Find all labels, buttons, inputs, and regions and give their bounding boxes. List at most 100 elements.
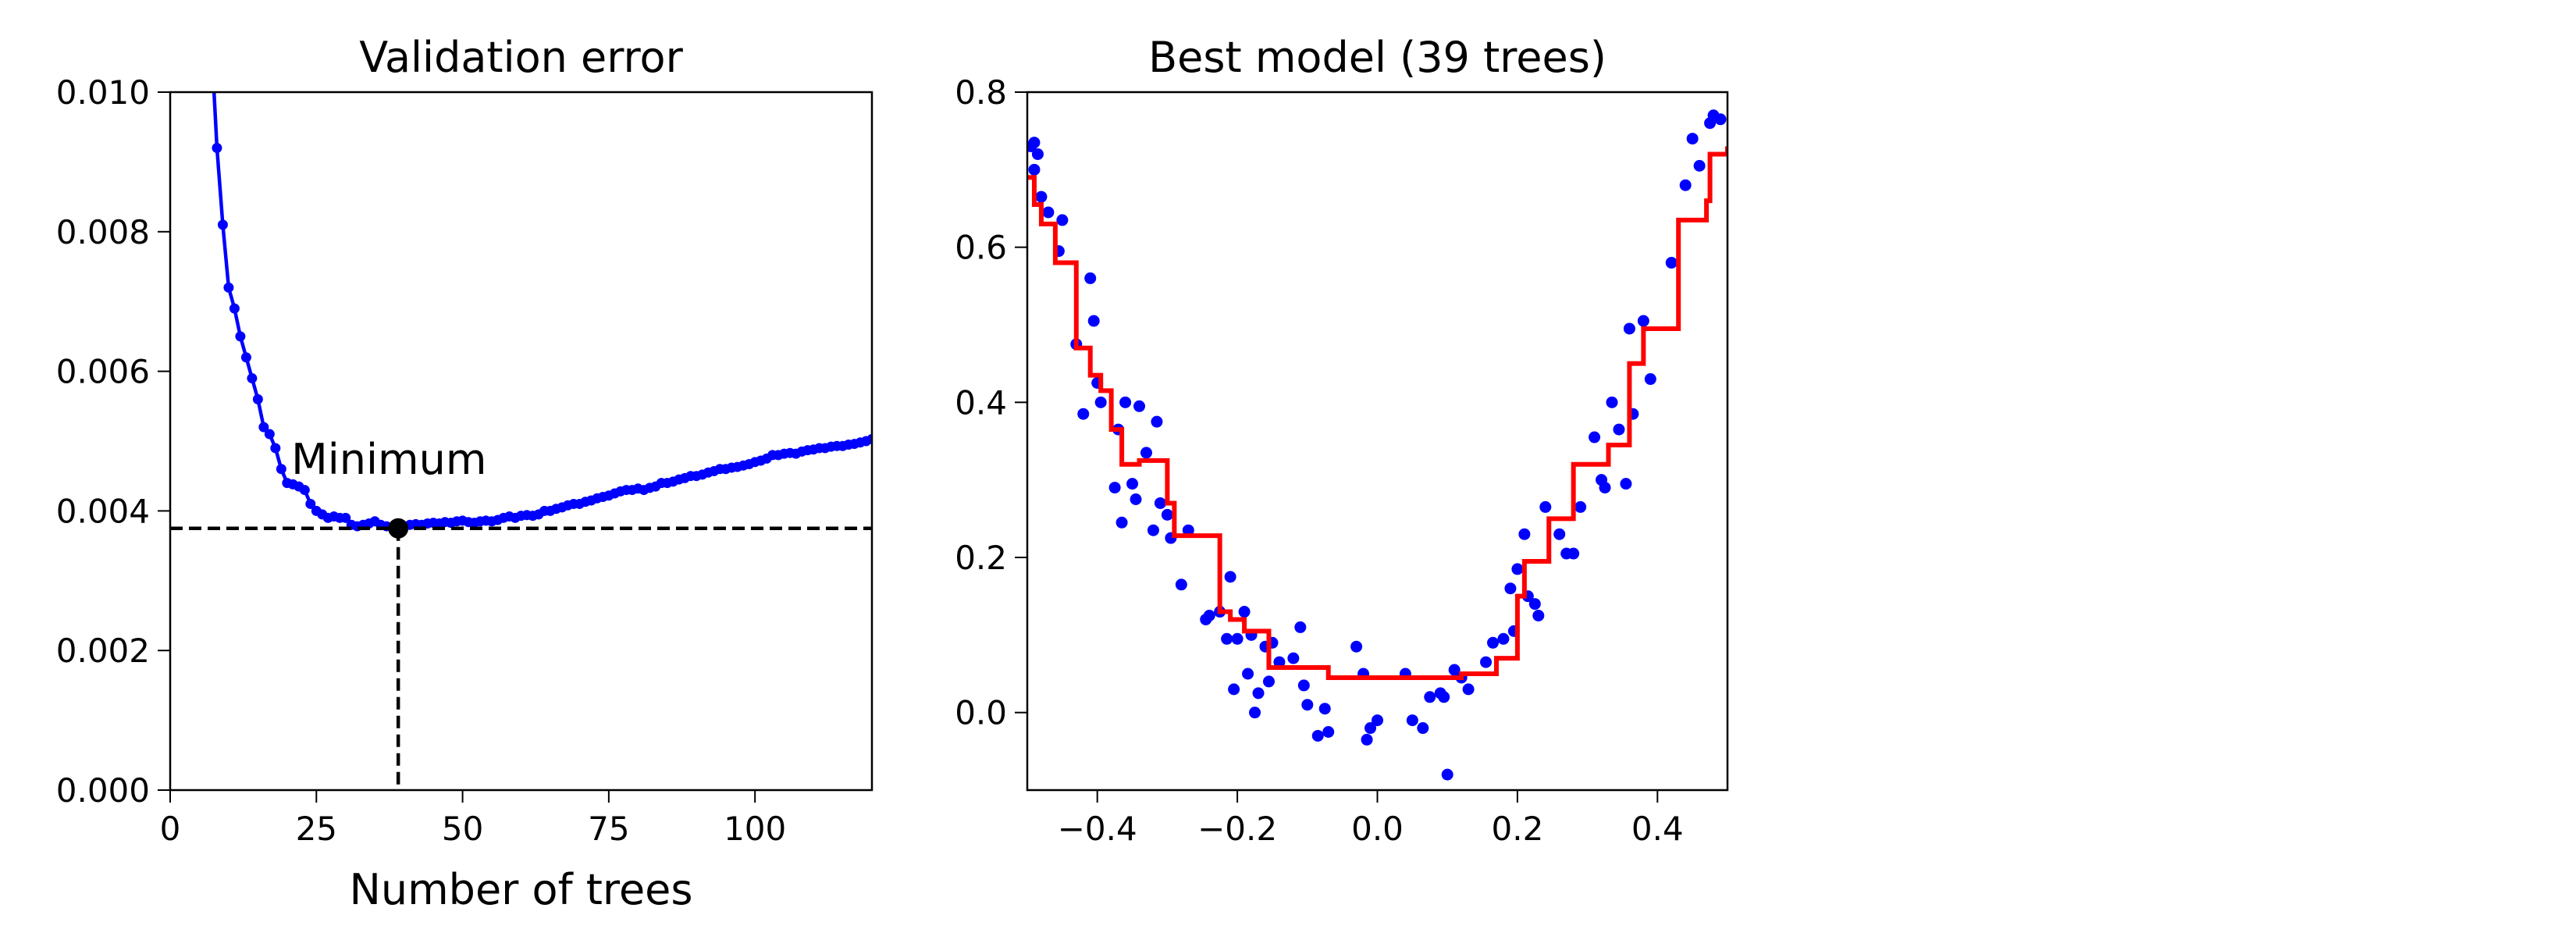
data-point [1133,400,1146,412]
data-point [1574,500,1587,513]
axes-frame [1026,91,1729,792]
data-point [1287,652,1300,664]
data-point [1606,396,1618,408]
x-tick-label: 75 [588,810,629,848]
data-point [1203,610,1215,621]
x-tick-label: 0.0 [1351,810,1404,848]
data-point [1221,632,1233,645]
y-tick-label: 0.002 [56,632,150,670]
data-point [1311,729,1324,742]
data-point [235,331,246,342]
data-point [1497,632,1510,645]
data-point [217,219,228,230]
x-tick-label: 0.2 [1492,810,1544,848]
data-point [1620,478,1632,490]
data-point [1301,699,1314,711]
data-point [1130,493,1142,505]
data-point [1231,632,1244,645]
data-point [1161,508,1173,521]
data-point [1372,714,1383,727]
data-point [1406,714,1418,727]
data-point [270,443,281,454]
plot-area [206,31,872,534]
data-point [240,352,251,363]
data-point [1424,691,1436,703]
chart-title: Validation error [359,33,683,82]
data-point [1518,528,1531,540]
data-point [1322,726,1335,738]
y-tick-label: 0.0 [955,694,1007,732]
data-point [1224,571,1236,583]
data-point [1115,516,1128,529]
data-point [206,31,216,41]
data-point [1361,733,1373,746]
data-point [276,464,286,475]
x-tick-label: −0.4 [1058,810,1137,848]
y-tick-label: 0.6 [955,229,1007,267]
x-tick-label: 100 [724,810,786,848]
y-tick-label: 0.2 [955,539,1007,577]
y-tick-label: 0.000 [56,771,150,810]
data-point [1318,703,1331,715]
data-point [1031,148,1044,160]
data-point [299,485,310,496]
data-point [1487,636,1500,649]
y-tick-label: 0.004 [56,492,150,530]
data-point [1242,668,1254,680]
data-point [1056,214,1069,226]
data-point [1679,179,1692,191]
data-point [1182,524,1194,536]
data-point [1228,683,1240,696]
data-point [1511,563,1524,575]
min-point [388,518,409,539]
data-point [1613,423,1625,436]
axes-frame [169,91,873,792]
data-point [1175,579,1187,591]
data-point [1528,598,1541,611]
data-point [1637,315,1649,327]
y-tick-label: 0.4 [955,383,1007,422]
data-point [1087,315,1100,327]
x-tick-label: 25 [296,810,337,848]
x-tick-label: 0 [160,810,181,848]
data-point [212,143,222,154]
data-point [1154,497,1166,509]
data-point [1693,159,1706,172]
data-point [1539,500,1552,513]
data-point [1147,524,1159,536]
x-axis-label: Number of trees [349,865,692,914]
data-point [340,512,351,523]
data-point [247,373,258,384]
data-point [1028,163,1041,176]
y-tick-label: 0.006 [56,353,150,391]
data-point [1252,687,1265,700]
data-point [1686,133,1699,145]
data-point [1532,610,1545,621]
data-point [1644,373,1656,386]
data-point [1448,664,1461,676]
data-point [1567,547,1580,560]
data-point [1665,257,1678,269]
data-point [1084,272,1097,284]
annotation: Minimum [291,435,486,484]
data-point [1042,206,1055,219]
data-point [1151,415,1163,428]
data-point [1035,190,1048,203]
data-point [1297,679,1310,692]
data-point [1077,408,1090,420]
data-point [1119,396,1132,408]
data-point [223,282,234,293]
chart-title: Best model (39 trees) [1148,33,1606,82]
x-tick-label: 50 [442,810,483,848]
data-point [1462,683,1475,696]
data-point [1028,137,1041,149]
plot-area [1027,109,1727,781]
data-point [1441,768,1453,781]
y-tick-label: 0.010 [56,73,150,112]
data-point [1238,606,1251,618]
data-point [305,498,316,509]
data-point [1480,656,1493,668]
data-point [1094,396,1107,408]
data-point [1623,322,1635,335]
